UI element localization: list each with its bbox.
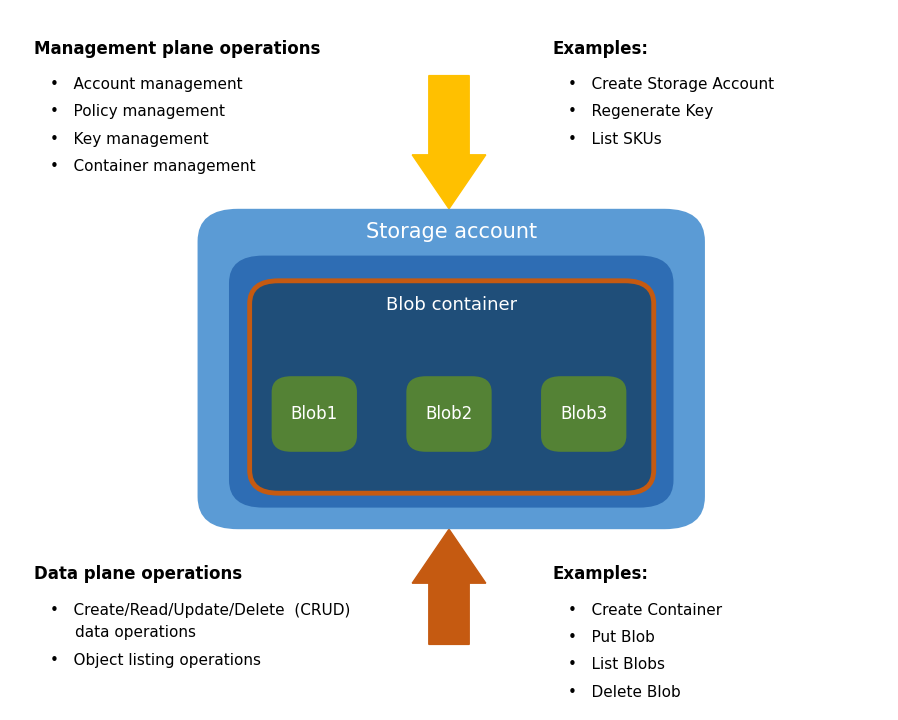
Text: Data plane operations: Data plane operations xyxy=(34,565,242,583)
Text: •   Account management: • Account management xyxy=(50,77,243,92)
Text: •   Delete Blob: • Delete Blob xyxy=(568,685,682,700)
Text: Blob1: Blob1 xyxy=(291,405,338,423)
Text: data operations: data operations xyxy=(75,625,197,640)
Text: •   Create Storage Account: • Create Storage Account xyxy=(568,77,775,92)
Text: •   Create Container: • Create Container xyxy=(568,603,723,618)
Text: Examples:: Examples: xyxy=(552,565,648,583)
FancyBboxPatch shape xyxy=(229,256,674,508)
Text: Storage account: Storage account xyxy=(365,222,537,242)
FancyBboxPatch shape xyxy=(198,209,705,529)
Text: •   List Blobs: • List Blobs xyxy=(568,657,665,672)
FancyBboxPatch shape xyxy=(406,376,492,452)
Text: •   Create/Read/Update/Delete  (CRUD): • Create/Read/Update/Delete (CRUD) xyxy=(50,603,350,618)
Text: •   Container management: • Container management xyxy=(50,159,256,174)
Text: Blob2: Blob2 xyxy=(426,405,472,423)
Text: •   List SKUs: • List SKUs xyxy=(568,132,662,147)
FancyBboxPatch shape xyxy=(541,376,627,452)
Text: •   Policy management: • Policy management xyxy=(50,104,225,120)
FancyBboxPatch shape xyxy=(250,281,654,493)
FancyBboxPatch shape xyxy=(271,376,357,452)
Text: •   Regenerate Key: • Regenerate Key xyxy=(568,104,714,120)
Text: •   Object listing operations: • Object listing operations xyxy=(50,653,261,668)
Text: •   Put Blob: • Put Blob xyxy=(568,630,656,645)
Polygon shape xyxy=(412,76,486,209)
Text: •   Key management: • Key management xyxy=(50,132,209,147)
Text: Blob container: Blob container xyxy=(386,296,517,314)
Text: Management plane operations: Management plane operations xyxy=(34,40,321,58)
Text: Examples:: Examples: xyxy=(552,40,648,58)
Text: Blob3: Blob3 xyxy=(560,405,607,423)
Polygon shape xyxy=(412,529,486,644)
